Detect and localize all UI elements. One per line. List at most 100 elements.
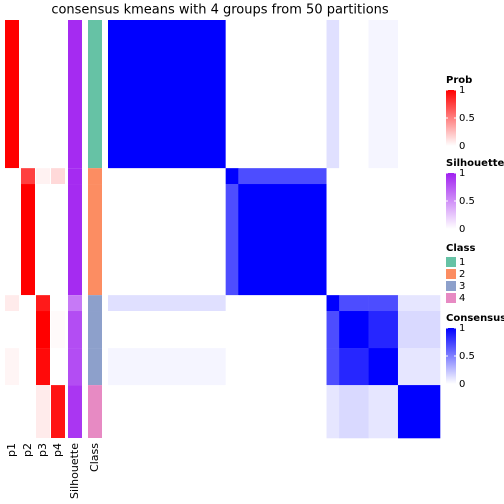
consensus-cell bbox=[108, 20, 226, 169]
legend-colorbar bbox=[446, 90, 456, 146]
class-cell bbox=[88, 311, 102, 349]
prob-cell bbox=[51, 385, 65, 438]
legend-swatch bbox=[446, 281, 456, 291]
consensus-cell bbox=[326, 295, 340, 312]
consensus-cell bbox=[238, 348, 327, 386]
prob-cell bbox=[36, 168, 50, 185]
consensus-cell bbox=[238, 311, 327, 349]
prob-cell bbox=[36, 311, 50, 349]
class-cell bbox=[88, 184, 102, 296]
silhouette-cell bbox=[68, 385, 82, 438]
consensus-cell bbox=[368, 385, 399, 439]
prob-cell bbox=[21, 168, 35, 185]
silhouette-cell bbox=[68, 184, 82, 296]
class-cell bbox=[88, 295, 102, 312]
consensus-cell bbox=[339, 184, 369, 296]
consensus-cell bbox=[326, 20, 340, 169]
prob-cell bbox=[21, 385, 35, 438]
consensus-cell bbox=[225, 385, 239, 439]
consensus-cell bbox=[368, 184, 399, 296]
prob-cell bbox=[5, 348, 19, 386]
column-label: p3 bbox=[36, 443, 49, 457]
legend-tick-label: 0 bbox=[459, 224, 465, 235]
consensus-cell bbox=[368, 311, 399, 349]
consensus-cell bbox=[397, 168, 441, 185]
consensus-cell bbox=[225, 311, 239, 349]
prob-cell bbox=[21, 20, 35, 169]
consensus-cell bbox=[368, 168, 399, 185]
prob-cell bbox=[5, 20, 19, 169]
prob-cell bbox=[51, 20, 65, 169]
legend-label: 1 bbox=[459, 257, 465, 268]
consensus-cell bbox=[108, 295, 226, 312]
consensus-cell bbox=[225, 184, 239, 296]
prob-cell bbox=[51, 348, 65, 386]
prob-cell bbox=[21, 184, 35, 296]
prob-cell bbox=[51, 168, 65, 185]
consensus-cell bbox=[368, 348, 399, 386]
legend-label: 4 bbox=[459, 293, 465, 304]
consensus-cell bbox=[339, 385, 369, 439]
consensus-cell bbox=[339, 295, 369, 312]
prob-cell bbox=[51, 295, 65, 312]
consensus-cell bbox=[339, 348, 369, 386]
class-cell bbox=[88, 385, 102, 438]
prob-cell bbox=[36, 348, 50, 386]
consensus-cell bbox=[326, 311, 340, 349]
class-cell bbox=[88, 348, 102, 386]
legend-tick-label: 0.5 bbox=[459, 113, 475, 124]
consensus-cell bbox=[225, 20, 239, 169]
consensus-cell bbox=[238, 168, 327, 185]
legend-title: Class bbox=[446, 243, 475, 254]
consensus-cell bbox=[397, 295, 441, 312]
prob-cell bbox=[5, 385, 19, 438]
legend-tick-label: 0 bbox=[459, 141, 465, 152]
consensus-cell bbox=[108, 348, 226, 386]
prob-cell bbox=[5, 168, 19, 185]
legend-tick-label: 1 bbox=[459, 323, 465, 334]
prob-cell bbox=[51, 184, 65, 296]
consensus-cell bbox=[108, 184, 226, 296]
consensus-cell bbox=[397, 311, 441, 349]
consensus-cell bbox=[326, 168, 340, 185]
prob-cell bbox=[5, 311, 19, 349]
legend-tick-label: 0.5 bbox=[459, 351, 475, 362]
consensus-cell bbox=[339, 20, 369, 169]
legend-colorbar bbox=[446, 173, 456, 229]
prob-cell bbox=[5, 184, 19, 296]
silhouette-cell bbox=[68, 295, 82, 312]
consensus-cell bbox=[368, 295, 399, 312]
column-label: p4 bbox=[51, 443, 64, 457]
legend-label: 2 bbox=[459, 269, 465, 280]
consensus-cell bbox=[238, 295, 327, 312]
silhouette-cell bbox=[68, 348, 82, 386]
consensus-cell bbox=[326, 385, 340, 439]
consensus-cell bbox=[397, 385, 441, 439]
legend-title: Consensus bbox=[446, 313, 504, 324]
legend-tick-label: 1 bbox=[459, 168, 465, 179]
consensus-cell bbox=[326, 184, 340, 296]
legend-title: Prob bbox=[446, 75, 472, 86]
consensus-cell bbox=[225, 168, 239, 185]
legend-tick-label: 1 bbox=[459, 85, 465, 96]
prob-cell bbox=[36, 20, 50, 169]
chart-title: consensus kmeans with 4 groups from 50 p… bbox=[51, 3, 389, 18]
consensus-cell bbox=[238, 184, 327, 296]
prob-cell bbox=[21, 348, 35, 386]
consensus-cell bbox=[108, 385, 226, 439]
prob-cell bbox=[5, 295, 19, 312]
consensus-cell bbox=[339, 168, 369, 185]
class-cell bbox=[88, 168, 102, 185]
legend-swatch bbox=[446, 293, 456, 303]
prob-cell bbox=[36, 385, 50, 438]
consensus-cell bbox=[368, 20, 399, 169]
consensus-cell bbox=[225, 348, 239, 386]
legend-swatch bbox=[446, 257, 456, 267]
consensus-cell bbox=[108, 311, 226, 349]
prob-cell bbox=[51, 311, 65, 349]
legend-swatch bbox=[446, 269, 456, 279]
legend-tick-label: 0 bbox=[459, 379, 465, 390]
consensus-cell bbox=[397, 20, 441, 169]
legend-colorbar bbox=[446, 328, 456, 384]
legend-title: Silhouette bbox=[446, 158, 504, 169]
